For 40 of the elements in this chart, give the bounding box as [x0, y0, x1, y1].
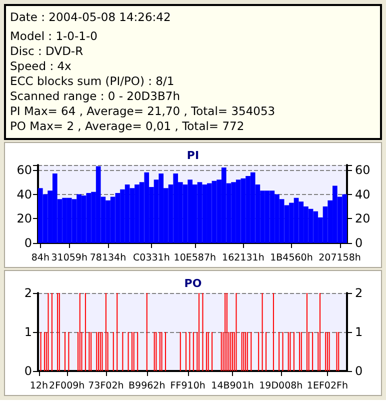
text: Scanned range : 0 - 20D3B7h: [10, 89, 181, 104]
text: ECC blocks sum (PI/PO) : 8/1: [10, 74, 176, 89]
x-tick-label: 2F009h: [49, 380, 85, 392]
y2-tick-label: 20: [355, 212, 370, 226]
x-tick-label: 1B4560h: [270, 252, 313, 264]
x-tick-label: 12h: [30, 380, 48, 392]
x-tick-label: 162131h: [222, 252, 264, 264]
x-tick-label: 19D008h: [259, 380, 303, 392]
y2-tick-label: 40: [355, 187, 370, 202]
y2-tick-label: 60: [355, 162, 370, 177]
x-tick-label: FF910h: [170, 380, 206, 392]
x-tick-label: 10E587h: [174, 252, 216, 264]
y2-tick-label: 1: [355, 325, 363, 339]
text: PO Max= 2 , Average= 0,01 , Total= 772: [10, 119, 246, 134]
chart-title: PI: [186, 149, 200, 162]
x-tick-label: C0331h: [133, 252, 170, 264]
y-tick-label: 0: [24, 364, 32, 378]
x-tick-label: 31059h: [51, 252, 88, 264]
y2-tick-label: 0: [355, 236, 363, 250]
y-tick-label: 40: [16, 187, 32, 202]
text: Model : 1-0-1-0: [10, 29, 98, 44]
text: Disc : DVD-R: [10, 44, 84, 59]
y-tick-label: 2: [24, 286, 32, 300]
x-tick-label: 1EF02Fh: [306, 380, 348, 392]
chart-title: PO: [184, 277, 202, 290]
x-tick-label: 84h: [31, 252, 50, 264]
text: PI Max= 64 , Average= 21,70 , Total= 354053: [10, 104, 276, 119]
y-tick-label: 0: [24, 236, 32, 250]
y2-tick-label: 0: [355, 364, 363, 378]
x-tick-label: 207158h: [318, 252, 361, 264]
y-tick-label: 60: [16, 162, 32, 177]
x-tick-label: 14B901h: [211, 380, 254, 392]
y-tick-label: 20: [16, 212, 32, 226]
text: Speed : 4x: [10, 59, 72, 74]
y2-tick-label: 2: [355, 286, 363, 300]
y-tick-label: 1: [24, 325, 32, 339]
x-tick-label: 73F02h: [88, 380, 124, 392]
text: Date : 2004-05-08 14:26:42: [10, 10, 172, 25]
x-tick-label: 78134h: [90, 252, 126, 264]
x-tick-label: B9962h: [128, 380, 166, 392]
